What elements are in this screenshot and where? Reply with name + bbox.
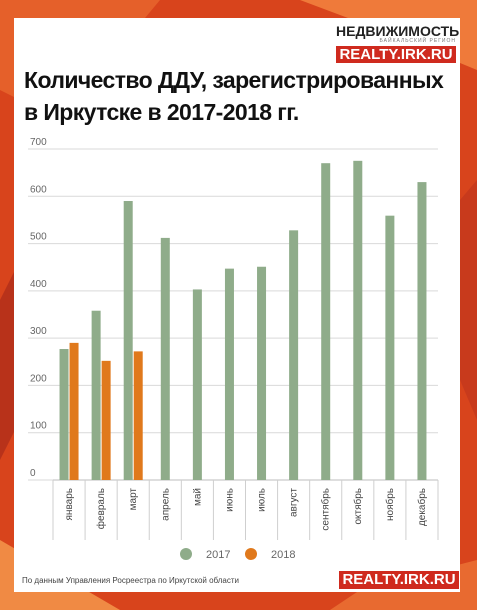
- x-tick-label: январь: [64, 488, 75, 520]
- brand-url[interactable]: REALTY.IRK.RU: [336, 46, 456, 63]
- x-tick-label: август: [289, 488, 300, 517]
- bar-2017-8: [321, 163, 331, 480]
- x-tick-label: декабрь: [416, 488, 428, 526]
- bar-2017-3: [160, 237, 170, 480]
- bar-2018-2: [133, 351, 143, 480]
- chart-title-line-2: в Иркутске в 2017-2018 гг.: [24, 99, 299, 125]
- x-tick-label: апрель: [160, 488, 171, 521]
- x-tick-label: март: [128, 488, 139, 511]
- y-tick-label: 200: [30, 373, 47, 384]
- bar-2017-5: [224, 268, 234, 480]
- x-tick-label: май: [192, 488, 203, 506]
- bar-2017-4: [192, 289, 202, 480]
- brand-name: НЕДВИЖИМОСТЬ: [336, 23, 460, 39]
- legend-marker-2017: [180, 548, 192, 560]
- bar-2017-0: [59, 349, 69, 480]
- x-tick-label: июнь: [224, 488, 235, 512]
- source-note: По данным Управления Росреестра по Иркут…: [22, 576, 240, 585]
- y-tick-label: 0: [30, 468, 36, 479]
- x-tick-label: ноябрь: [384, 488, 396, 521]
- legend-marker-2018: [245, 548, 257, 560]
- x-tick-label: июль: [257, 488, 268, 512]
- y-tick-label: 400: [30, 279, 47, 290]
- y-tick-label: 300: [30, 326, 47, 337]
- bar-2017-7: [289, 230, 299, 480]
- bar-2017-10: [385, 215, 395, 480]
- legend-label-2017: 2017: [206, 549, 230, 561]
- bar-2018-0: [69, 342, 79, 480]
- chart-title-line-1: Количество ДДУ, зарегистрированных: [24, 67, 444, 93]
- x-tick-label: сентябрь: [320, 488, 332, 531]
- bar-2017-6: [257, 266, 267, 480]
- y-tick-label: 600: [30, 184, 47, 195]
- bar-2018-1: [101, 360, 111, 480]
- x-tick-label: февраль: [95, 488, 107, 529]
- legend-label-2018: 2018: [271, 549, 295, 561]
- chart-title: Количество ДДУ, зарегистрированных в Ирк…: [24, 64, 454, 128]
- bar-2017-9: [353, 160, 363, 481]
- footer-url-badge[interactable]: REALTY.IRK.RU: [339, 571, 459, 589]
- y-tick-label: 100: [30, 421, 47, 432]
- y-tick-label: 500: [30, 232, 47, 243]
- bar-2017-1: [91, 310, 101, 480]
- brand-tagline: БАЙКАЛЬСКИЙ РЕГИОН: [379, 38, 456, 44]
- bar-2017-11: [417, 182, 427, 480]
- brand-logo[interactable]: НЕДВИЖИМОСТЬ БАЙКАЛЬСКИЙ РЕГИОН REALTY.I…: [336, 23, 460, 63]
- x-tick-label: октябрь: [352, 488, 364, 525]
- bar-2017-2: [123, 201, 133, 480]
- y-tick-label: 700: [30, 137, 47, 148]
